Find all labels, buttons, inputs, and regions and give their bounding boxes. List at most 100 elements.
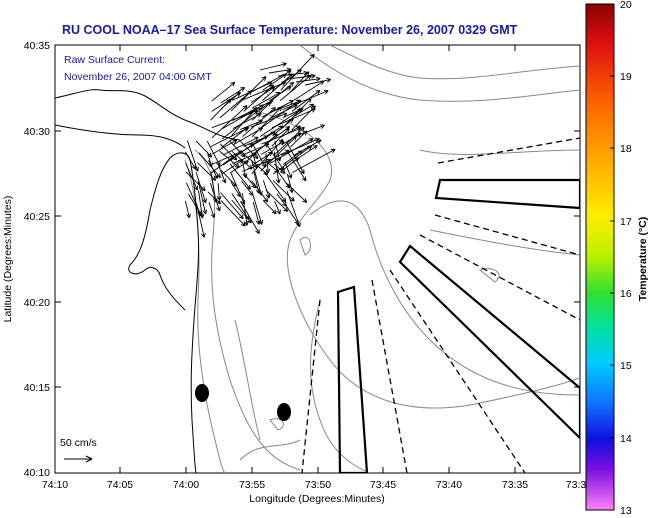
current-vector bbox=[251, 180, 269, 203]
current-vector bbox=[295, 76, 321, 83]
current-vector bbox=[259, 108, 303, 137]
current-vector bbox=[284, 162, 293, 179]
station-marker bbox=[195, 384, 209, 402]
current-vector bbox=[290, 130, 308, 148]
current-vector bbox=[241, 133, 278, 167]
x-tick-label: 74:05 bbox=[107, 479, 133, 491]
current-vector bbox=[220, 200, 246, 227]
y-tick-label: 40:10 bbox=[24, 467, 50, 479]
current-vector bbox=[197, 181, 208, 215]
colorbar bbox=[585, 3, 615, 511]
x-axis-label: Longitude (Degrees:Minutes) bbox=[249, 493, 384, 505]
current-vector bbox=[210, 98, 232, 121]
colorbar-tick-label: 20 bbox=[620, 0, 632, 11]
colorbar-label: Temperature (°C) bbox=[637, 217, 649, 302]
current-vector bbox=[292, 148, 336, 173]
current-vector bbox=[273, 151, 281, 184]
colorbar-tick-label: 16 bbox=[620, 288, 632, 300]
colorbar-tick-label: 15 bbox=[620, 360, 632, 372]
current-vector bbox=[211, 105, 248, 139]
current-vector bbox=[243, 84, 275, 112]
current-vector bbox=[274, 200, 281, 215]
station-marker bbox=[277, 403, 291, 421]
current-vector bbox=[252, 201, 261, 225]
map-content: Raw Surface Current: November 26, 2007 0… bbox=[55, 45, 580, 473]
current-vector bbox=[231, 107, 258, 136]
scale-label: 50 cm/s bbox=[60, 437, 97, 449]
current-vector bbox=[251, 101, 272, 121]
current-vector bbox=[195, 172, 207, 204]
current-vector bbox=[280, 53, 315, 91]
current-vector bbox=[211, 81, 236, 102]
current-vector bbox=[211, 139, 238, 155]
current-vector bbox=[293, 139, 322, 156]
annotation-line2: November 26, 2007 04:00 GMT bbox=[64, 71, 212, 83]
current-vector bbox=[251, 143, 266, 168]
current-vector bbox=[216, 183, 222, 201]
current-vector bbox=[184, 200, 191, 219]
current-vector bbox=[260, 135, 297, 172]
y-axis-ticks bbox=[55, 130, 580, 388]
radar-beam-lines bbox=[301, 137, 580, 473]
survey-polygons bbox=[336, 178, 580, 473]
current-vector bbox=[259, 62, 287, 71]
y-tick-label: 40:20 bbox=[24, 297, 50, 309]
current-vector bbox=[230, 181, 241, 198]
y-tick-label: 40:25 bbox=[24, 211, 50, 223]
current-vector bbox=[273, 126, 305, 156]
current-vector bbox=[265, 153, 271, 174]
current-vector bbox=[207, 191, 221, 205]
current-vector bbox=[260, 81, 295, 110]
current-vector bbox=[291, 105, 316, 131]
current-vector bbox=[232, 113, 262, 129]
x-axis-ticks bbox=[119, 45, 516, 473]
colorbar-tick-label: 14 bbox=[620, 433, 632, 445]
annotation-line1: Raw Surface Current: bbox=[64, 54, 165, 66]
survey-box-north bbox=[434, 178, 580, 210]
current-vector bbox=[196, 203, 206, 238]
current-vector bbox=[219, 90, 253, 118]
current-vector bbox=[277, 70, 308, 77]
current-vector bbox=[231, 150, 253, 170]
current-vector bbox=[198, 190, 205, 219]
x-tick-label: 73:3 bbox=[566, 479, 587, 491]
x-tick-label: 73:50 bbox=[305, 479, 331, 491]
current-vector bbox=[265, 189, 289, 212]
survey-box-south bbox=[336, 285, 369, 473]
current-vector bbox=[250, 126, 291, 157]
scale-arrow bbox=[64, 455, 93, 463]
current-vector bbox=[220, 192, 244, 220]
colorbar-ticks bbox=[610, 75, 614, 439]
current-vector bbox=[220, 87, 246, 104]
current-vector bbox=[268, 67, 292, 74]
current-vector bbox=[291, 89, 321, 112]
x-tick-labels: 74:10 74:05 74:00 73:55 73:50 73:45 73:4… bbox=[42, 479, 587, 491]
x-tick-label: 73:55 bbox=[239, 479, 265, 491]
surface-current-vectors bbox=[184, 53, 336, 238]
current-vector bbox=[240, 140, 259, 160]
current-vector bbox=[279, 74, 312, 101]
current-vector bbox=[251, 106, 283, 138]
current-vector bbox=[286, 141, 305, 175]
map-title: RU COOL NOAA–17 Sea Surface Temperature:… bbox=[62, 23, 518, 37]
current-vector bbox=[251, 125, 284, 146]
y-tick-label: 40:30 bbox=[24, 126, 50, 138]
current-vector bbox=[219, 143, 238, 161]
current-vector bbox=[232, 81, 273, 101]
current-vector bbox=[282, 89, 329, 111]
current-vector bbox=[272, 118, 294, 136]
colorbar-tick-label: 17 bbox=[620, 216, 632, 228]
current-vector bbox=[209, 182, 221, 212]
colorbar-tick-label: 13 bbox=[620, 505, 632, 517]
current-vector bbox=[217, 163, 227, 184]
current-vector bbox=[208, 160, 218, 179]
current-vector bbox=[262, 200, 277, 215]
x-tick-label: 74:10 bbox=[42, 479, 68, 491]
current-vector bbox=[219, 150, 240, 169]
x-tick-label: 73:40 bbox=[436, 479, 462, 491]
current-vector bbox=[208, 201, 216, 219]
bathymetry-contours bbox=[184, 45, 580, 473]
plot-frame bbox=[54, 44, 581, 474]
current-vector bbox=[231, 199, 252, 224]
